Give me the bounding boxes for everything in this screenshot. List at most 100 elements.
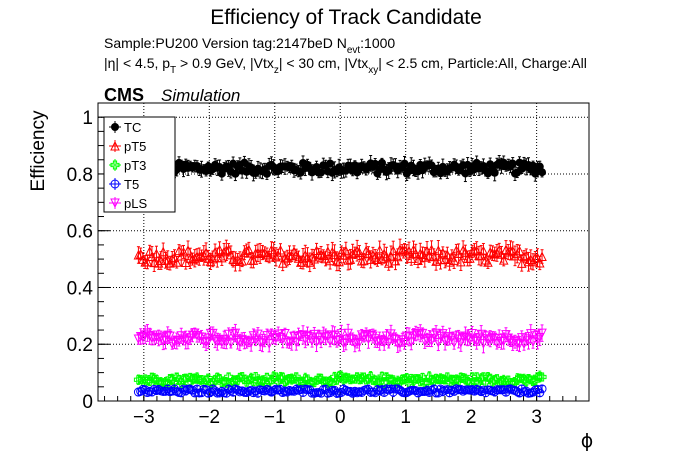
- data-point-pt3: [203, 373, 213, 383]
- y-tick-label: 0.4: [67, 278, 94, 299]
- series-pls: [133, 323, 547, 354]
- y-tick-label: 0.2: [67, 335, 93, 356]
- data-point-t5: [149, 384, 159, 394]
- data-point-t5: [174, 388, 184, 398]
- data-point-pt3: [458, 373, 468, 383]
- data-point-pt3: [309, 377, 319, 387]
- data-point-t5: [393, 384, 403, 394]
- data-point-pt3: [492, 374, 502, 384]
- legend-label: pLS: [124, 196, 147, 211]
- data-point-pt3: [271, 372, 281, 382]
- legend-label: pT5: [124, 139, 146, 154]
- data-point-t5: [458, 386, 468, 396]
- data-point-pt3: [366, 372, 376, 382]
- data-point-t5: [521, 386, 531, 396]
- data-point-pt3: [537, 372, 547, 382]
- data-point-pt3: [463, 376, 473, 386]
- data-point-t5: [275, 385, 285, 395]
- data-point-pt5: [516, 258, 527, 268]
- data-point-pt3: [201, 375, 211, 385]
- data-point-t5: [167, 386, 177, 396]
- data-point-t5: [343, 386, 353, 396]
- series-pt3: [133, 370, 547, 389]
- data-point-pt5: [478, 245, 489, 256]
- cuts-text-part: > 0.9 GeV, |Vtx: [176, 55, 274, 71]
- data-point-pt5: [449, 255, 459, 265]
- data-point-t5: [339, 384, 349, 394]
- data-point-t5: [436, 384, 446, 394]
- data-point-pls: [336, 329, 347, 339]
- y-tick-label: 1: [82, 108, 93, 129]
- data-point-pt3: [409, 375, 419, 385]
- data-point-t5: [456, 384, 466, 394]
- legend-item-t5: T5: [109, 177, 139, 192]
- data-point-t5: [422, 385, 432, 395]
- legend-marker: [110, 140, 120, 151]
- data-point-t5: [388, 387, 398, 397]
- legend-item-tc: TC: [109, 120, 141, 135]
- data-point-t5: [325, 388, 335, 398]
- x-tick-label: 3: [531, 407, 542, 428]
- data-point-pt3: [210, 375, 220, 385]
- data-point-pls: [449, 338, 459, 349]
- cuts-text-part: | < 2.5 cm, Particle:All, Charge:All: [378, 55, 587, 71]
- data-point-pls: [203, 336, 214, 347]
- data-point-pt5: [359, 255, 369, 266]
- data-point-pls: [280, 329, 290, 339]
- data-point-t5: [345, 386, 355, 396]
- data-point-pt3: [390, 377, 400, 387]
- data-point-pt5: [498, 255, 509, 265]
- data-point-t5: [226, 385, 236, 395]
- data-point-pls: [165, 331, 175, 342]
- data-point-t5: [147, 387, 157, 397]
- data-point-t5: [307, 388, 317, 398]
- series-t5: [133, 384, 547, 398]
- data-point-pt5: [151, 248, 162, 259]
- data-point-pt3: [521, 376, 531, 386]
- data-point-t5: [418, 387, 428, 397]
- data-point-pls: [226, 338, 236, 349]
- data-point-t5: [183, 384, 193, 394]
- data-point-pt5: [537, 251, 547, 262]
- data-point-pt3: [524, 373, 534, 383]
- y-axis-label: Efficiency: [28, 110, 49, 191]
- data-point-t5: [533, 385, 543, 395]
- data-point-pt3: [415, 377, 425, 387]
- y-tick-label: 0.8: [67, 165, 93, 186]
- series-pt5: [133, 238, 547, 273]
- data-point-pt3: [519, 374, 529, 384]
- data-point-tc: [326, 159, 335, 168]
- data-point-t5: [350, 386, 360, 396]
- data-point-pt3: [312, 375, 322, 385]
- data-point-t5: [395, 385, 405, 395]
- data-point-pt5: [323, 246, 333, 256]
- data-point-pt3: [357, 373, 367, 383]
- data-point-pt5: [142, 256, 153, 267]
- data-point-t5: [348, 388, 358, 398]
- data-point-pls: [223, 329, 234, 340]
- data-point-t5: [445, 388, 455, 398]
- legend-marker: [110, 160, 120, 170]
- data-point-t5: [206, 387, 216, 397]
- data-point-pt3: [512, 374, 522, 384]
- data-point-pt3: [476, 374, 486, 384]
- x-axis-label: ϕ: [581, 430, 594, 452]
- legend-label: TC: [124, 120, 141, 135]
- plot-frame: [97, 102, 590, 402]
- x-tick-label: 2: [466, 407, 477, 428]
- data-point-t5: [492, 385, 502, 395]
- data-point-pt3: [363, 374, 373, 384]
- x-tick-label: −3: [133, 407, 155, 428]
- data-point-pt3: [199, 378, 209, 388]
- data-point-t5: [260, 386, 270, 396]
- data-points: [133, 155, 547, 398]
- data-point-t5: [490, 387, 500, 397]
- data-point-t5: [179, 384, 189, 394]
- data-point-t5: [478, 385, 488, 395]
- data-point-tc: [490, 168, 499, 177]
- legend-marker: [111, 123, 119, 131]
- data-point-pls: [383, 338, 394, 349]
- data-point-t5: [237, 386, 247, 396]
- legend-item-pt3: pT3: [109, 158, 146, 173]
- axes: −3 −2 −1 0 1 2 3 0 0.2 0.4 0.6 0.8 1: [67, 102, 577, 428]
